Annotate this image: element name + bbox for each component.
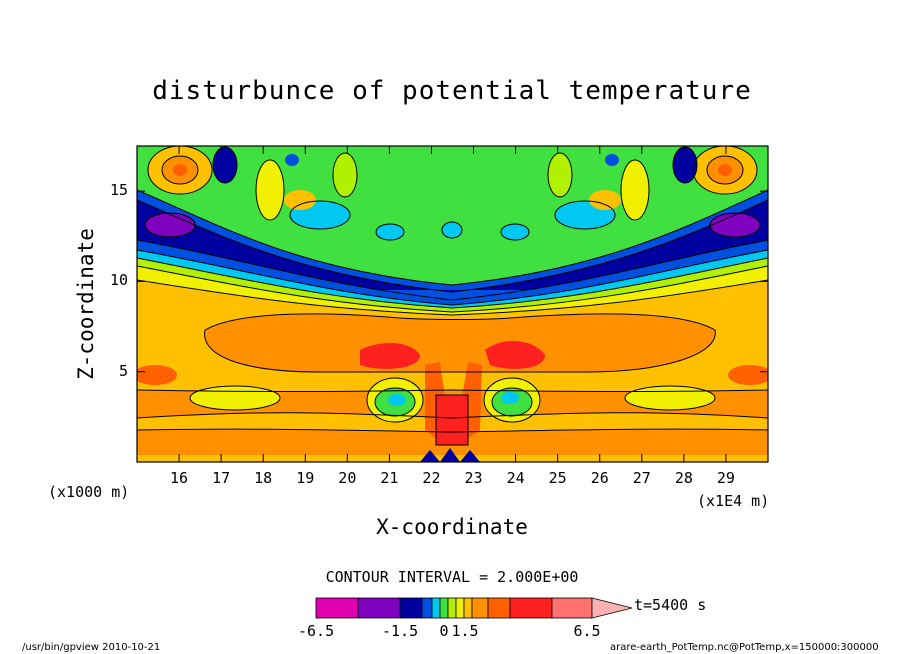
- colorbar-swatch: [509, 597, 553, 619]
- y-tick-label: 15: [109, 181, 128, 200]
- colorbar-tick-label: 6.5: [573, 622, 601, 640]
- contour-lines: [137, 146, 768, 446]
- field-navy-spot-right: [673, 147, 697, 183]
- x-tick-label: 17: [212, 469, 231, 487]
- colorbar-swatch: [431, 597, 441, 619]
- colorbar-swatch: [487, 597, 511, 619]
- field-blob-3: [284, 190, 316, 210]
- colorbar-swatch: [399, 597, 423, 619]
- colorbar-swatch: [455, 597, 465, 619]
- field-blob-11: [285, 154, 299, 166]
- field-blob-10: [501, 224, 529, 240]
- x-units-right: (x1E4 m): [697, 492, 770, 510]
- field-blob-1: [256, 160, 284, 220]
- x-units-left: (x1000 m): [48, 483, 130, 501]
- colorbar-tick-label: -1.5: [382, 622, 419, 640]
- footer-left: /usr/bin/gpview 2010-10-21: [22, 642, 161, 653]
- y-tick-label: 10: [109, 271, 128, 290]
- x-tick-label: 20: [338, 469, 357, 487]
- field-dip-left-cyan: [388, 394, 406, 406]
- x-tick-label: 29: [716, 469, 735, 487]
- colorbar-swatch: [471, 597, 489, 619]
- x-axis-label: X-coordinate: [376, 515, 528, 539]
- field-red-right: [485, 340, 545, 369]
- colorbar-tick-label: 1.5: [451, 622, 479, 640]
- x-tick-label: 19: [296, 469, 315, 487]
- colorbar-swatch: [315, 597, 359, 619]
- x-tick-label: 21: [380, 469, 399, 487]
- field-orange-floor: [137, 429, 768, 462]
- x-tick-label: 26: [590, 469, 609, 487]
- field-corner-right-core: [718, 164, 732, 176]
- x-tick-label: 22: [422, 469, 441, 487]
- chart-title: disturbunce of potential temperature: [152, 76, 752, 106]
- field-blob-13: [442, 222, 462, 238]
- field-blob-9: [376, 224, 404, 240]
- field-red-left: [360, 343, 420, 369]
- field-blob-5: [621, 160, 649, 220]
- y-tick-label: 5: [118, 361, 128, 380]
- colorbar-swatch: [463, 597, 473, 619]
- colorbar-tick-label: 0: [439, 622, 449, 640]
- field-blob-7: [333, 153, 357, 197]
- field-corner-left-core: [173, 164, 187, 176]
- field-purple-left: [145, 213, 195, 237]
- x-tick-label: 18: [254, 469, 273, 487]
- colorbar-swatch: [551, 597, 593, 619]
- contour-interval-label: CONTOUR INTERVAL = 2.000E+00: [325, 568, 579, 586]
- x-tick-label: 24: [506, 469, 525, 487]
- field-orange-body: [204, 313, 716, 372]
- footer-right: arare-earth_PotTemp.nc@PotTemp,x=150000:…: [610, 642, 879, 653]
- x-tick-label: 25: [548, 469, 567, 487]
- field-navy-spot-left: [213, 147, 237, 183]
- field-bottom-spikes: [420, 448, 480, 462]
- contour-field: [137, 146, 768, 462]
- field-yellow-blob-left: [190, 386, 280, 410]
- field-orange-edge-left: [137, 365, 177, 385]
- field-blob-12: [605, 154, 619, 166]
- x-tick-label: 27: [632, 469, 651, 487]
- colorbar-swatch: [357, 597, 401, 619]
- field-blob-8: [548, 153, 572, 197]
- field-navy-band: [137, 200, 768, 292]
- colorbar-swatch: [421, 597, 433, 619]
- field-blob-6: [589, 190, 621, 210]
- x-tick-marks: [178, 146, 727, 462]
- plot-frame: [136, 145, 769, 463]
- colorbar-time-label: t=5400 s: [634, 596, 707, 614]
- field-core-red: [436, 395, 468, 445]
- field-orange-edge-right: [728, 365, 768, 385]
- field-dip-right-cyan: [501, 392, 519, 404]
- colorbar-tick-label: -6.5: [298, 622, 335, 640]
- colorbar-swatch: [439, 597, 449, 619]
- y-tick-marks: [137, 190, 768, 373]
- x-tick-label: 16: [170, 469, 189, 487]
- x-tick-label: 23: [464, 469, 483, 487]
- y-axis-label: Z-coordinate: [74, 228, 98, 380]
- colorbar-arrow: [591, 597, 633, 619]
- x-tick-label: 28: [674, 469, 693, 487]
- field-purple-right: [710, 213, 760, 237]
- colorbar-swatch: [447, 597, 457, 619]
- field-yellow-blob-right: [625, 386, 715, 410]
- colorbar: [315, 597, 633, 619]
